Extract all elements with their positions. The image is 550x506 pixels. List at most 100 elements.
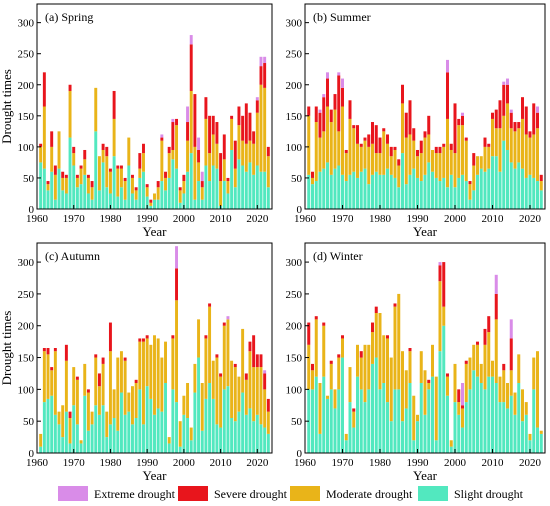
bar-slight-1995 [434,177,438,209]
bar-slight-1963 [46,398,50,453]
x-tick-label: 2010 [482,213,505,225]
bar-slight-1975 [359,389,363,453]
x-axis-label: Year [413,468,438,483]
bar-moderate-1965 [322,325,326,377]
bar-severe-2011 [494,109,498,129]
bar-severe-1988 [138,153,142,169]
bar-moderate-2010 [491,360,494,377]
bar-slight-2017 [517,162,521,209]
bar-moderate-1985 [397,293,401,390]
bar-slight-2014 [233,187,237,209]
bar-slight-1977 [367,184,371,209]
x-tick-label: 2000 [173,457,196,469]
bar-severe-1982 [386,134,389,144]
bar-moderate-1962 [42,106,46,169]
bar-slight-2015 [509,395,513,453]
bar-slight-2011 [222,181,226,209]
bar-moderate-2016 [513,392,517,415]
bar-severe-1969 [68,84,72,91]
bar-moderate-1995 [164,177,167,191]
legend: Extreme drought Severe drought Moderate … [58,486,524,501]
bar-severe-1969 [337,354,341,358]
bar-slight-2007 [479,168,483,209]
bar-severe-1971 [344,149,348,154]
x-tick-label: 1980 [369,213,392,225]
bar-severe-1975 [90,181,94,188]
bar-slight-2013 [230,418,234,453]
bar-slight-2015 [237,411,241,453]
bar-slight-1981 [112,156,116,209]
bar-moderate-2016 [241,140,245,166]
x-tick-label: 1960 [26,213,49,225]
bar-severe-1995 [434,146,438,154]
bar-slight-2012 [226,386,230,453]
bar-moderate-1961 [307,344,311,390]
bar-slight-2014 [506,408,509,453]
bar-moderate-1995 [434,376,438,441]
bar-moderate-1974 [356,344,359,377]
bar-slight-1976 [363,402,367,453]
bar-severe-1999 [178,187,182,191]
bar-severe-1973 [83,149,87,160]
bar-slight-1997 [442,177,446,209]
bar-severe-2016 [241,115,245,141]
bar-moderate-2012 [498,376,502,403]
bar-slight-1998 [446,395,449,453]
bar-slight-2017 [244,171,248,209]
bar-severe-1967 [61,171,65,178]
x-tick-label: 1980 [99,457,122,469]
bar-moderate-1990 [145,338,149,387]
plot-frame [36,242,273,454]
bar-slight-1978 [101,405,105,453]
bar-slight-1982 [386,402,389,453]
bar-moderate-2014 [233,367,237,422]
bar-moderate-1964 [318,137,322,172]
bar-slight-1988 [138,177,142,209]
bar-slight-1975 [90,424,94,453]
bar-extreme-2022 [536,106,539,113]
bar-moderate-1961 [39,433,43,447]
bar-moderate-2011 [494,319,498,383]
bar-moderate-1991 [149,344,153,399]
bar-slight-1963 [314,376,318,453]
bar-severe-2002 [461,115,464,126]
bar-moderate-1987 [134,190,138,200]
bar-severe-1998 [446,373,449,377]
bar-moderate-1985 [397,165,401,188]
bar-slight-2016 [241,165,245,209]
bar-moderate-2015 [237,376,241,412]
y-tick-label: 50 [291,173,303,185]
bar-moderate-2019 [252,367,256,422]
bar-moderate-2015 [509,128,513,163]
bar-moderate-2019 [524,402,528,415]
bar-moderate-2019 [252,143,256,175]
bar-moderate-1981 [382,335,386,383]
bar-slight-2001 [457,414,461,453]
bar-slight-2018 [248,162,252,209]
bar-extreme-1996 [438,262,442,266]
bar-severe-1982 [386,335,389,339]
bar-moderate-2006 [204,338,208,399]
bar-slight-2012 [498,402,502,453]
bar-slight-1990 [145,196,149,209]
bar-severe-1988 [138,338,142,342]
bar-moderate-1996 [438,281,442,352]
bar-severe-1980 [108,168,112,172]
bar-slight-2009 [487,168,491,209]
y-tick-label: 50 [23,173,35,185]
bar-moderate-2003 [193,363,197,393]
bar-slight-1977 [97,414,101,453]
bar-moderate-1963 [46,354,50,399]
bar-slight-1997 [442,325,446,453]
y-tick-label: 300 [18,257,35,269]
bar-slight-1962 [42,168,46,209]
bar-moderate-1993 [427,134,431,163]
bar-moderate-2002 [189,90,193,154]
bar-severe-2015 [509,112,513,129]
bar-moderate-2021 [532,357,536,390]
bar-moderate-1986 [401,103,404,154]
bar-moderate-1969 [337,131,341,166]
bar-slight-1978 [371,174,374,209]
bar-slight-2007 [208,181,212,209]
bar-severe-2001 [457,118,461,126]
